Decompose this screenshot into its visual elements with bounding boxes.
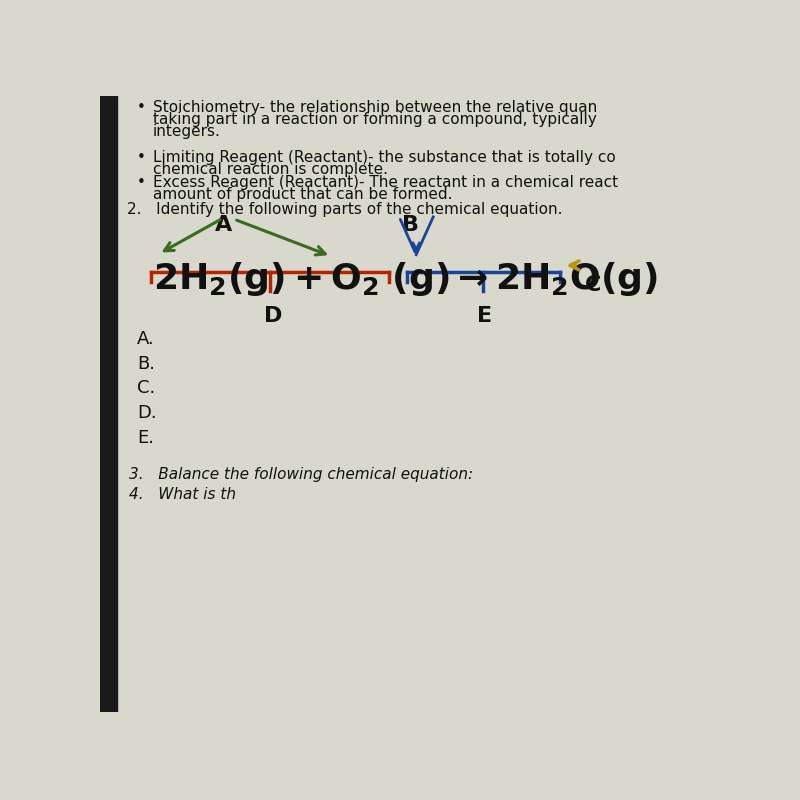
Text: •: • — [138, 150, 146, 165]
Text: D: D — [264, 306, 282, 326]
Text: 2.   Identify the following parts of the chemical equation.: 2. Identify the following parts of the c… — [127, 202, 562, 218]
Text: Limiting Reagent (Reactant)- the substance that is totally co: Limiting Reagent (Reactant)- the substan… — [153, 150, 615, 165]
Text: 4.   What is th: 4. What is th — [130, 487, 237, 502]
Text: •: • — [138, 100, 146, 115]
Text: D.: D. — [138, 404, 157, 422]
Text: •: • — [138, 174, 146, 190]
Text: taking part in a reaction or forming a compound, typically: taking part in a reaction or forming a c… — [153, 112, 597, 127]
Text: Excess Reagent (Reactant)- The reactant in a chemical react: Excess Reagent (Reactant)- The reactant … — [153, 174, 618, 190]
Text: Stoichiometry- the relationship between the relative quan: Stoichiometry- the relationship between … — [153, 100, 597, 115]
Text: C.: C. — [138, 379, 155, 398]
Text: A.: A. — [138, 330, 155, 348]
Text: $\mathbf{2H_2(g)+O_2\ (g)\rightarrow 2H_2O(g)}$: $\mathbf{2H_2(g)+O_2\ (g)\rightarrow 2H_… — [153, 260, 658, 298]
Text: chemical reaction is complete.: chemical reaction is complete. — [153, 162, 388, 178]
Text: B: B — [402, 215, 419, 235]
Text: amount of product that can be formed.: amount of product that can be formed. — [153, 187, 452, 202]
Bar — [100, 96, 117, 712]
Text: E: E — [477, 306, 492, 326]
Text: 3.   Balance the following chemical equation:: 3. Balance the following chemical equati… — [130, 467, 474, 482]
Text: C: C — [584, 275, 601, 295]
Text: E.: E. — [138, 429, 154, 446]
Text: A: A — [214, 215, 232, 235]
Text: integers.: integers. — [153, 125, 221, 139]
Text: B.: B. — [138, 354, 155, 373]
